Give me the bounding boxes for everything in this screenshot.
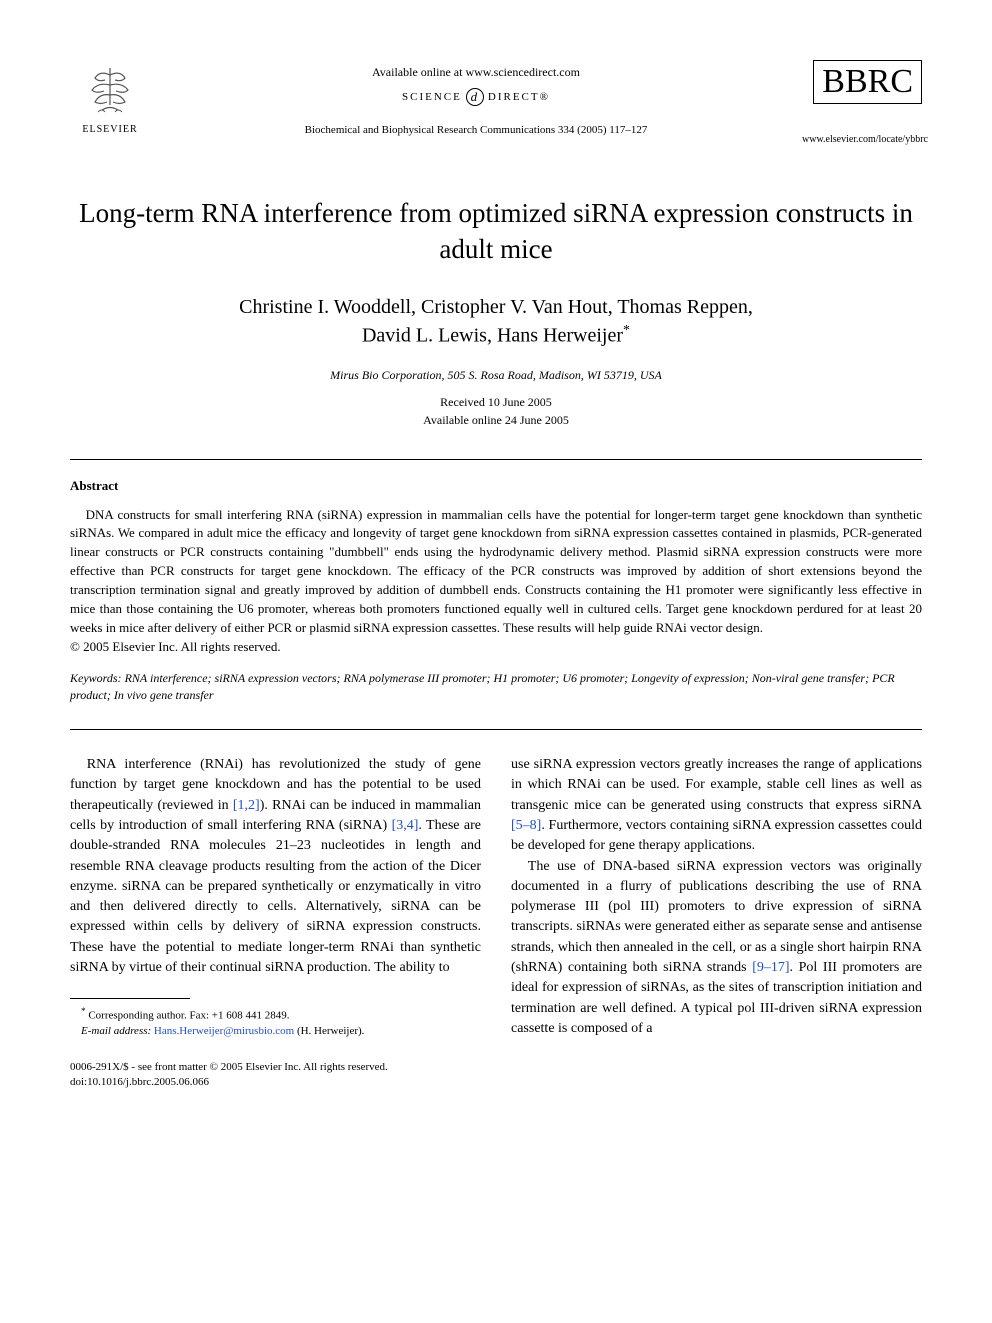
online-date: Available online 24 June 2005 [423, 413, 569, 427]
abstract-text: DNA constructs for small interfering RNA… [70, 506, 922, 638]
ref-link-9-17[interactable]: [9–17] [752, 960, 789, 975]
authors: Christine I. Wooddell, Cristopher V. Van… [70, 293, 922, 350]
corresponding-mark: * [623, 323, 630, 338]
abstract-heading: Abstract [70, 478, 922, 494]
column-left: RNA interference (RNAi) has revolutioniz… [70, 755, 481, 1090]
column-right: use siRNA expression vectors greatly inc… [511, 755, 922, 1090]
keywords-text: RNA interference; siRNA expression vecto… [70, 671, 895, 702]
email-author: (H. Herweijer). [297, 1025, 365, 1037]
article-title: Long-term RNA interference from optimize… [70, 195, 922, 268]
body-para-1-cont: use siRNA expression vectors greatly inc… [511, 755, 922, 856]
sd-d-icon: d [466, 88, 484, 106]
footer: 0006-291X/$ - see front matter © 2005 El… [70, 1060, 481, 1091]
divider-bottom [70, 729, 922, 730]
authors-line-1: Christine I. Wooddell, Cristopher V. Van… [239, 296, 753, 318]
keywords-label: Keywords: [70, 671, 122, 685]
footer-doi: doi:10.1016/j.bbrc.2005.06.066 [70, 1075, 481, 1090]
journal-url: www.elsevier.com/locate/ybbrc [802, 134, 922, 145]
authors-line-2: David L. Lewis, Hans Herweijer [362, 325, 623, 347]
abstract-section: Abstract DNA constructs for small interf… [70, 478, 922, 656]
body-para-2: The use of DNA-based siRNA expression ve… [511, 857, 922, 1040]
affiliation: Mirus Bio Corporation, 505 S. Rosa Road,… [70, 368, 922, 383]
dates: Received 10 June 2005 Available online 2… [70, 393, 922, 429]
email-link[interactable]: Hans.Herweijer@mirusbio.com [154, 1025, 294, 1037]
footnote-corresponding-text: Corresponding author. Fax: +1 608 441 28… [88, 1010, 289, 1022]
email-label: E-mail address: [81, 1025, 151, 1037]
elsevier-tree-icon [80, 60, 140, 120]
science-direct-logo: SCIENCE d DIRECT® [150, 88, 802, 106]
journal-header: ELSEVIER Available online at www.science… [70, 60, 922, 145]
abstract-copyright: © 2005 Elsevier Inc. All rights reserved… [70, 639, 922, 655]
footnote-star: * [81, 1006, 86, 1016]
divider-top [70, 459, 922, 460]
publisher-block: ELSEVIER [70, 60, 150, 135]
body-para-1: RNA interference (RNAi) has revolutioniz… [70, 755, 481, 978]
journal-abbrev-logo: BBRC [813, 60, 922, 104]
body-columns: RNA interference (RNAi) has revolutioniz… [70, 755, 922, 1090]
footnote-divider [70, 998, 190, 999]
footer-issn: 0006-291X/$ - see front matter © 2005 El… [70, 1060, 481, 1075]
sd-left: SCIENCE [402, 91, 462, 103]
ref-link-5-8[interactable]: [5–8] [511, 818, 541, 833]
header-right: BBRC www.elsevier.com/locate/ybbrc [802, 60, 922, 145]
ref-link-1-2[interactable]: [1,2] [233, 798, 260, 813]
available-online-text: Available online at www.sciencedirect.co… [150, 65, 802, 80]
footnote-corresponding: * Corresponding author. Fax: +1 608 441 … [70, 1005, 481, 1024]
footnote-email: E-mail address: Hans.Herweijer@mirusbio.… [70, 1024, 481, 1039]
title-section: Long-term RNA interference from optimize… [70, 195, 922, 429]
publisher-name: ELSEVIER [82, 124, 137, 135]
ref-link-3-4[interactable]: [3,4] [392, 818, 419, 833]
received-date: Received 10 June 2005 [440, 395, 552, 409]
sd-right: DIRECT® [488, 91, 550, 103]
journal-reference: Biochemical and Biophysical Research Com… [150, 124, 802, 136]
keywords: Keywords: RNA interference; siRNA expres… [70, 670, 922, 704]
header-center: Available online at www.sciencedirect.co… [150, 60, 802, 136]
